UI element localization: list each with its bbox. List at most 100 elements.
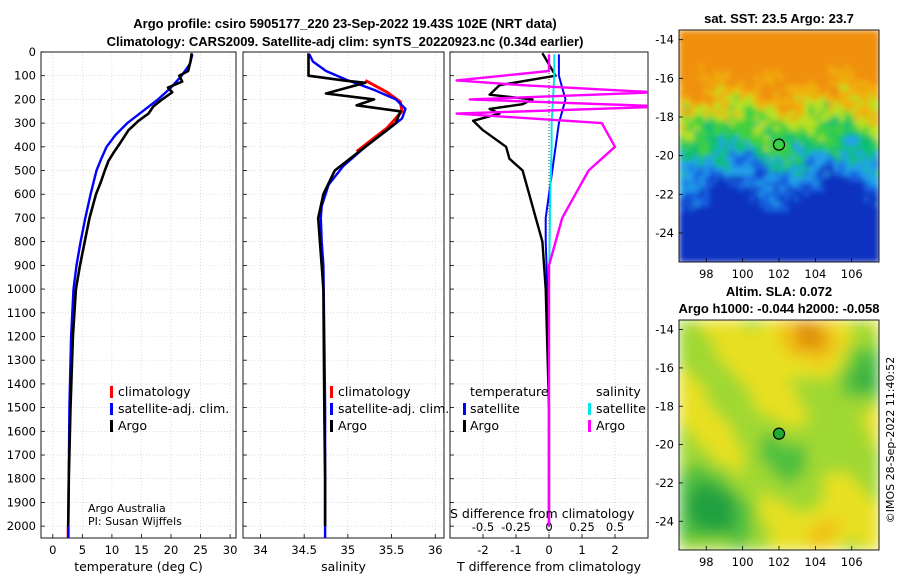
map-cell [734,201,740,208]
map-cell [842,367,853,379]
map-cell [779,171,785,177]
map-cell [804,125,810,132]
map-cell [706,454,716,465]
map-cell [839,100,845,107]
map-cell [833,511,844,522]
map-cell [842,396,853,407]
map-cell [784,115,790,122]
map-cell [734,211,740,218]
map-cell [829,130,835,137]
map-cell [754,216,760,223]
map-cell [688,540,698,550]
map-cell [804,60,810,66]
map-cell [724,221,730,228]
map-cell [819,201,825,208]
map-cell [844,35,850,41]
map-cell [834,236,840,243]
map-cell [759,226,765,233]
map-cell [699,105,705,112]
map-cell [709,161,715,167]
map-cell [733,406,744,417]
map-cell [724,95,730,102]
map-cell [774,95,780,102]
map-cell [804,201,810,208]
map-cell [806,435,816,446]
map-cell [749,130,755,137]
map-cell [789,125,795,132]
map-cell [797,540,807,550]
map-cell [724,329,735,340]
map-cell [789,95,795,102]
map-cell [839,221,845,228]
map-cell [809,35,815,41]
map-cell [829,65,835,71]
map-cell [869,120,875,127]
map-cell [794,206,800,213]
map-cell [706,435,716,446]
map-cell [709,206,715,213]
map-cell [839,231,845,238]
map-cell [794,130,800,137]
map-cell [734,176,740,182]
map-cell [806,358,816,369]
map-cell [844,231,850,238]
map-cell [769,75,775,81]
map-cell [749,95,755,102]
map-cell [869,80,875,86]
map-cell [699,75,705,81]
map-cell [697,396,707,407]
map-cell [699,161,705,167]
map-cell [854,211,860,218]
map-cell [797,367,807,379]
map-cell [824,221,830,228]
map-cell [806,540,816,550]
map-cell [742,530,753,541]
map-cell [824,95,830,102]
map-cell [724,80,730,86]
map-cell [794,241,800,248]
map-cell [694,246,700,253]
map-cell [694,80,700,86]
map-cell [706,415,716,426]
map-cell [679,473,689,484]
map-cell [754,130,760,137]
map-cell [744,216,750,223]
map-cell [784,35,790,41]
map-cell [814,231,820,238]
map-cell [799,236,805,243]
map-cell [709,226,715,233]
map-cell [819,171,825,177]
map-cell [751,358,762,369]
map-cell [769,196,775,202]
map-cell [774,181,780,187]
map-cell [779,435,789,446]
map-cell [814,156,820,162]
map-cell [724,146,730,152]
map-cell [734,135,740,142]
map-cell [851,521,862,532]
map-cell [697,530,707,541]
map-cell [824,511,835,522]
map-cell [679,367,689,379]
map-cell [799,201,805,208]
map-cell [833,377,844,388]
map-cell [751,415,762,426]
map-cell [754,196,760,202]
map-cell [699,120,705,127]
map-cell [854,90,860,97]
map-cell [729,135,735,142]
map-cell [769,45,775,51]
map-cell [754,257,760,262]
map-cell [854,221,860,228]
map-cell [684,55,690,61]
map-cell [799,120,805,127]
map-cell [869,226,875,233]
map-cell [699,110,705,117]
map-cell [851,406,862,417]
map-cell [684,221,690,228]
map-cell [734,115,740,122]
map-cell [739,191,745,197]
map-cell [688,435,698,446]
map-cell [833,482,844,494]
